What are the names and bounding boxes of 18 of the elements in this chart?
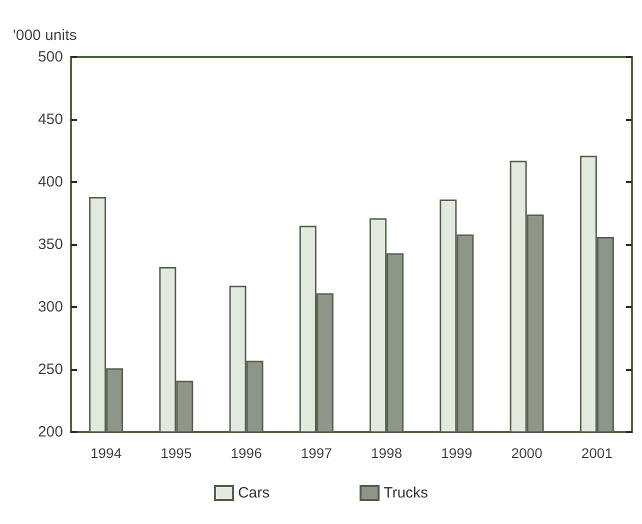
legend-label: Trucks <box>384 484 428 502</box>
y-tick-label: 350 <box>38 236 63 253</box>
x-tick-label: 1994 <box>90 445 122 461</box>
y-tick-label: 500 <box>38 48 63 66</box>
x-tick-label: 1996 <box>230 445 262 461</box>
x-tick-label: 2000 <box>511 445 543 461</box>
x-tick-label: 1995 <box>160 445 192 461</box>
y-tick-label: 200 <box>38 424 63 440</box>
y-tick-label: 250 <box>38 361 63 378</box>
y-axis-title: '000 units <box>13 27 77 44</box>
x-tick-label: 2001 <box>581 445 613 461</box>
y-tick-label: 300 <box>38 298 63 316</box>
x-tick-label: 1997 <box>300 445 332 461</box>
legend-label: Cars <box>238 484 270 502</box>
x-tick-label: 1998 <box>370 445 402 461</box>
x-tick-label: 1999 <box>441 445 472 461</box>
y-tick-label: 450 <box>38 111 63 128</box>
y-tick-label: 400 <box>38 174 63 190</box>
